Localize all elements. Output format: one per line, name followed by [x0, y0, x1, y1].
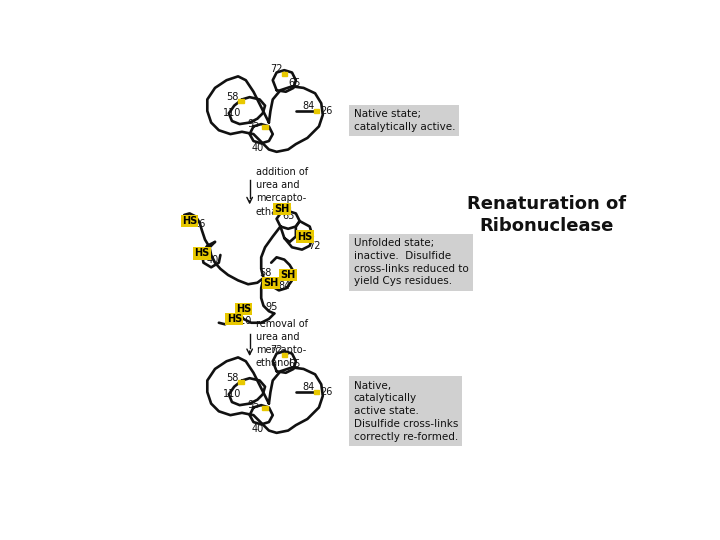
Text: 65: 65 [282, 212, 294, 221]
Text: HS: HS [182, 216, 197, 226]
Text: 110: 110 [222, 109, 241, 118]
Text: 58: 58 [226, 92, 238, 102]
Bar [238, 99, 244, 103]
Bar [314, 109, 320, 113]
Bar [282, 72, 287, 76]
Text: Native,
catalytically
active state.
Disulfide cross-links
correctly re-formed.: Native, catalytically active state. Disu… [354, 381, 458, 442]
Text: removal of
urea and
mercapto-
ethanol: removal of urea and mercapto- ethanol [256, 319, 308, 368]
Text: 72: 72 [308, 241, 320, 251]
Text: 26: 26 [194, 219, 206, 229]
Bar [314, 390, 320, 394]
Text: 26: 26 [320, 387, 333, 397]
Text: 110: 110 [234, 316, 253, 326]
Text: 72: 72 [270, 345, 283, 355]
Text: 58: 58 [226, 373, 238, 383]
Bar [262, 125, 268, 129]
Text: 84: 84 [278, 281, 290, 291]
Text: 40: 40 [251, 424, 264, 434]
Text: 40: 40 [207, 255, 219, 265]
Text: 95: 95 [247, 400, 260, 410]
Text: 40: 40 [251, 143, 264, 153]
Text: addition of
urea and
mercapto-
ethanol: addition of urea and mercapto- ethanol [256, 167, 308, 217]
Text: HS: HS [236, 304, 251, 314]
Text: 26: 26 [320, 106, 333, 116]
Bar [262, 406, 268, 410]
Text: 110: 110 [222, 389, 241, 400]
Text: 95: 95 [247, 119, 260, 129]
Text: Native state;
catalytically active.: Native state; catalytically active. [354, 110, 455, 132]
Text: Unfolded state;
inactive.  Disulfide
cross-links reduced to
yield Cys residues.: Unfolded state; inactive. Disulfide cros… [354, 238, 468, 286]
Text: 84: 84 [303, 100, 315, 111]
Bar [238, 380, 244, 384]
Text: SH: SH [264, 278, 279, 288]
Text: 84: 84 [303, 382, 315, 392]
Text: 65: 65 [288, 78, 300, 87]
Text: HS: HS [194, 248, 210, 259]
Text: 95: 95 [265, 302, 277, 312]
Text: SH: SH [281, 270, 296, 280]
Text: SH: SH [274, 204, 289, 214]
Bar [282, 353, 287, 357]
Text: HS: HS [227, 314, 242, 324]
Text: 65: 65 [288, 359, 300, 369]
Text: HS: HS [297, 232, 312, 241]
Text: Renaturation of
Ribonuclease: Renaturation of Ribonuclease [467, 195, 626, 235]
Text: 58: 58 [259, 268, 271, 278]
Text: 72: 72 [270, 64, 283, 73]
